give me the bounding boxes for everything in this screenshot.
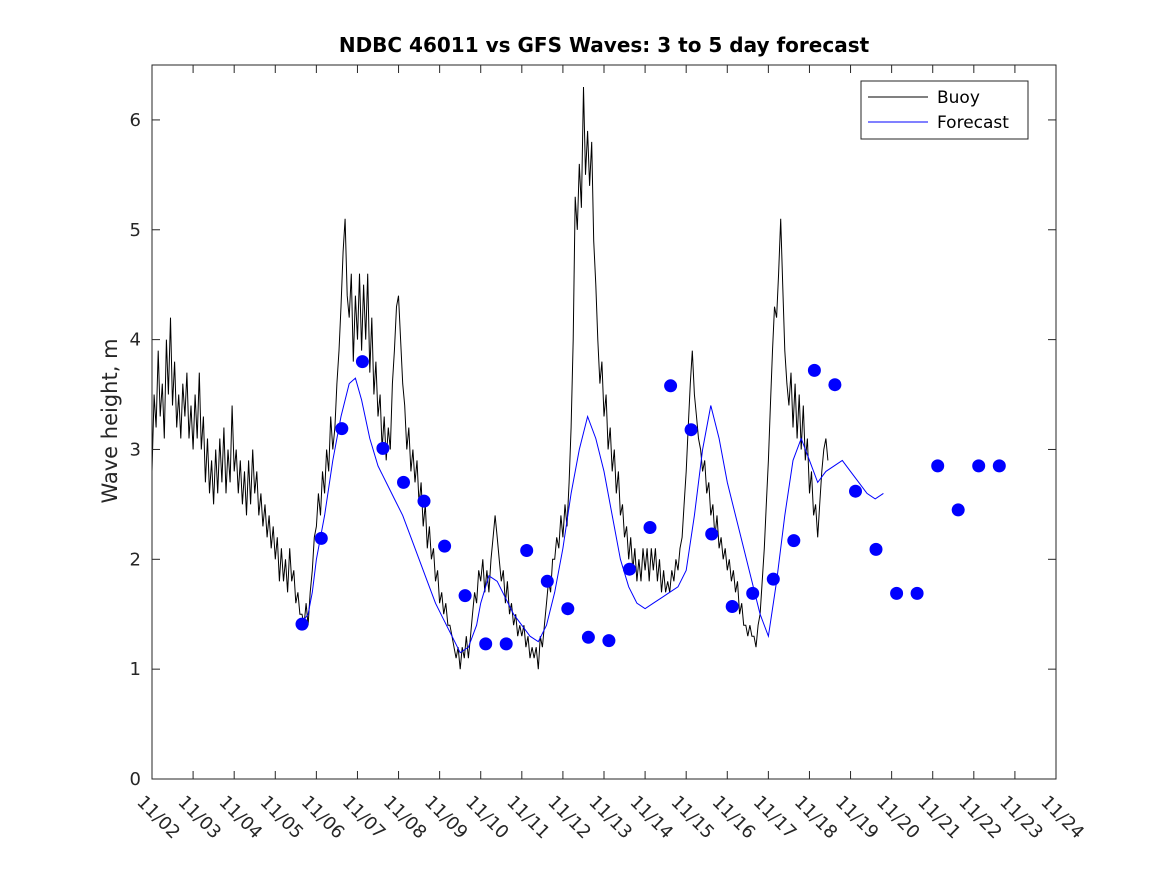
legend-forecast-label: Forecast [937,113,1009,133]
y-tick-label-2: 2 [130,549,141,570]
plot-area [152,65,1056,779]
forecast-marker-19 [684,423,698,437]
y-tick-label-6: 6 [130,110,141,131]
y-tick-label-5: 5 [130,220,141,241]
forecast-marker-14 [581,630,595,644]
forecast-marker-3 [355,355,369,369]
forecast-marker-7 [438,539,452,553]
forecast-marker-11 [520,544,534,557]
y-tick-label-1: 1 [130,659,141,680]
forecast-marker-25 [807,363,821,377]
legend: Buoy Forecast [860,80,1029,140]
legend-buoy-label: Buoy [937,88,980,108]
forecast-marker-32 [951,503,965,517]
forecast-marker-9 [479,637,493,651]
forecast-marker-28 [869,542,883,556]
y-tick-label-4: 4 [130,330,141,351]
marker-layer [295,355,1006,651]
forecast-marker-29 [890,586,904,600]
forecast-marker-31 [931,459,945,473]
forecast-marker-10 [499,637,513,651]
y-tick-label-0: 0 [130,769,141,790]
forecast-marker-16 [623,562,636,576]
forecast-marker-23 [766,572,780,586]
plot-frame [151,64,1057,780]
forecast-marker-18 [664,379,678,393]
forecast-marker-13 [561,602,575,616]
chart-title: NDBC 46011 vs GFS Waves: 3 to 5 day fore… [339,33,870,57]
forecast-marker-12 [540,574,554,588]
forecast-marker-17 [643,521,657,534]
forecast-marker-1 [314,531,328,545]
forecast-marker-24 [787,534,801,548]
forecast-marker-15 [602,634,616,648]
forecast-marker-0 [295,617,309,631]
forecast-marker-2 [335,422,349,436]
forecast-marker-26 [828,378,842,392]
forecast-series-line [299,377,884,654]
forecast-marker-22 [746,586,760,600]
forecast-marker-30 [910,586,924,600]
legend-box [860,80,1029,140]
forecast-marker-21 [725,600,739,613]
forecast-marker-5 [397,475,410,489]
forecast-marker-33 [972,459,986,473]
forecast-marker-8 [458,589,472,603]
y-axis-label: Wave height, m [98,338,122,503]
forecast-marker-6 [417,494,431,508]
forecast-marker-27 [849,484,862,498]
forecast-marker-4 [376,441,390,455]
forecast-marker-20 [705,527,719,541]
y-tick-label-3: 3 [130,439,141,460]
forecast-marker-34 [992,459,1006,473]
